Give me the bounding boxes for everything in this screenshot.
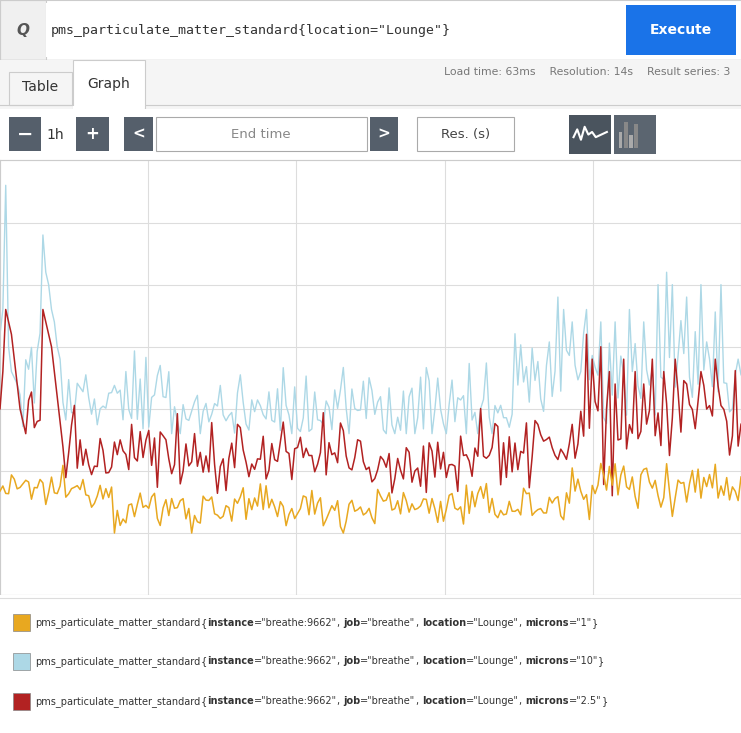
Bar — [46, 3, 620, 57]
Text: ="breathe:9662": ="breathe:9662" — [254, 656, 337, 666]
Text: job: job — [343, 618, 360, 627]
Bar — [0, 0, 46, 60]
Text: Res. (s): Res. (s) — [441, 128, 490, 141]
Text: ="Lounge": ="Lounge" — [466, 656, 519, 666]
Bar — [13, 693, 30, 710]
Text: job: job — [343, 696, 360, 707]
Text: instance: instance — [207, 656, 254, 666]
Text: Load time: 63ms    Resolution: 14s    Result series: 3: Load time: 63ms Resolution: 14s Result s… — [444, 67, 730, 78]
Bar — [156, 117, 367, 151]
Bar — [73, 60, 145, 108]
Text: Q: Q — [16, 23, 30, 37]
Text: ,: , — [416, 618, 422, 627]
Bar — [370, 117, 398, 151]
Bar — [76, 117, 109, 151]
Text: microns: microns — [525, 618, 569, 627]
Text: ,: , — [337, 618, 343, 627]
Bar — [634, 124, 638, 147]
Text: ="breathe:9662": ="breathe:9662" — [254, 618, 337, 627]
Bar — [13, 653, 30, 669]
Text: {: { — [201, 696, 207, 707]
Text: {: { — [201, 618, 207, 627]
Bar — [619, 132, 622, 147]
Text: instance: instance — [207, 696, 254, 707]
Text: ,: , — [519, 656, 525, 666]
Text: ="breathe": ="breathe" — [360, 656, 416, 666]
Text: }: } — [592, 618, 598, 627]
Bar — [13, 614, 30, 631]
Text: job: job — [343, 656, 360, 666]
Text: +: + — [86, 125, 99, 144]
Text: instance: instance — [207, 618, 254, 627]
Text: Graph: Graph — [87, 78, 130, 92]
Bar — [9, 117, 41, 151]
Text: pms_particulate_matter_standard: pms_particulate_matter_standard — [36, 656, 201, 667]
Text: >: > — [377, 127, 391, 141]
Bar — [626, 5, 736, 56]
Text: ,: , — [519, 618, 525, 627]
Bar — [614, 115, 656, 154]
Bar — [73, 106, 144, 108]
Text: microns: microns — [525, 656, 569, 666]
Bar — [569, 115, 611, 154]
Text: Table: Table — [22, 80, 58, 94]
Text: ,: , — [519, 696, 525, 707]
Bar — [124, 117, 153, 151]
Text: pms_particulate_matter_standard: pms_particulate_matter_standard — [36, 696, 201, 707]
Bar — [417, 117, 514, 151]
Bar — [624, 122, 628, 147]
Text: location: location — [422, 618, 466, 627]
Text: }: } — [598, 656, 605, 666]
Text: −: − — [17, 125, 33, 144]
Text: 1h: 1h — [46, 128, 64, 141]
Text: {: { — [201, 656, 207, 666]
Text: ="breathe": ="breathe" — [360, 696, 416, 707]
Bar — [629, 135, 633, 147]
Text: ,: , — [337, 696, 343, 707]
Text: pms_particulate_matter_standard: pms_particulate_matter_standard — [36, 617, 201, 628]
Text: microns: microns — [525, 696, 569, 707]
Text: ="breathe": ="breathe" — [360, 618, 416, 627]
Bar — [9, 72, 72, 105]
Text: <: < — [132, 127, 145, 141]
Text: End time: End time — [231, 128, 291, 141]
Text: ="2.5": ="2.5" — [569, 696, 602, 707]
Text: ,: , — [416, 656, 422, 666]
Text: ="1": ="1" — [569, 618, 592, 627]
Text: ="Lounge": ="Lounge" — [466, 696, 519, 707]
Text: Execute: Execute — [650, 23, 712, 37]
Text: ,: , — [337, 656, 343, 666]
Text: location: location — [422, 656, 466, 666]
Text: pms_particulate_matter_standard{location="Lounge"}: pms_particulate_matter_standard{location… — [50, 23, 451, 37]
Text: ="breathe:9662": ="breathe:9662" — [254, 696, 337, 707]
Text: ,: , — [416, 696, 422, 707]
Text: }: } — [602, 696, 608, 707]
Text: ="Lounge": ="Lounge" — [466, 618, 519, 627]
Text: ="10": ="10" — [569, 656, 598, 666]
Text: location: location — [422, 696, 466, 707]
